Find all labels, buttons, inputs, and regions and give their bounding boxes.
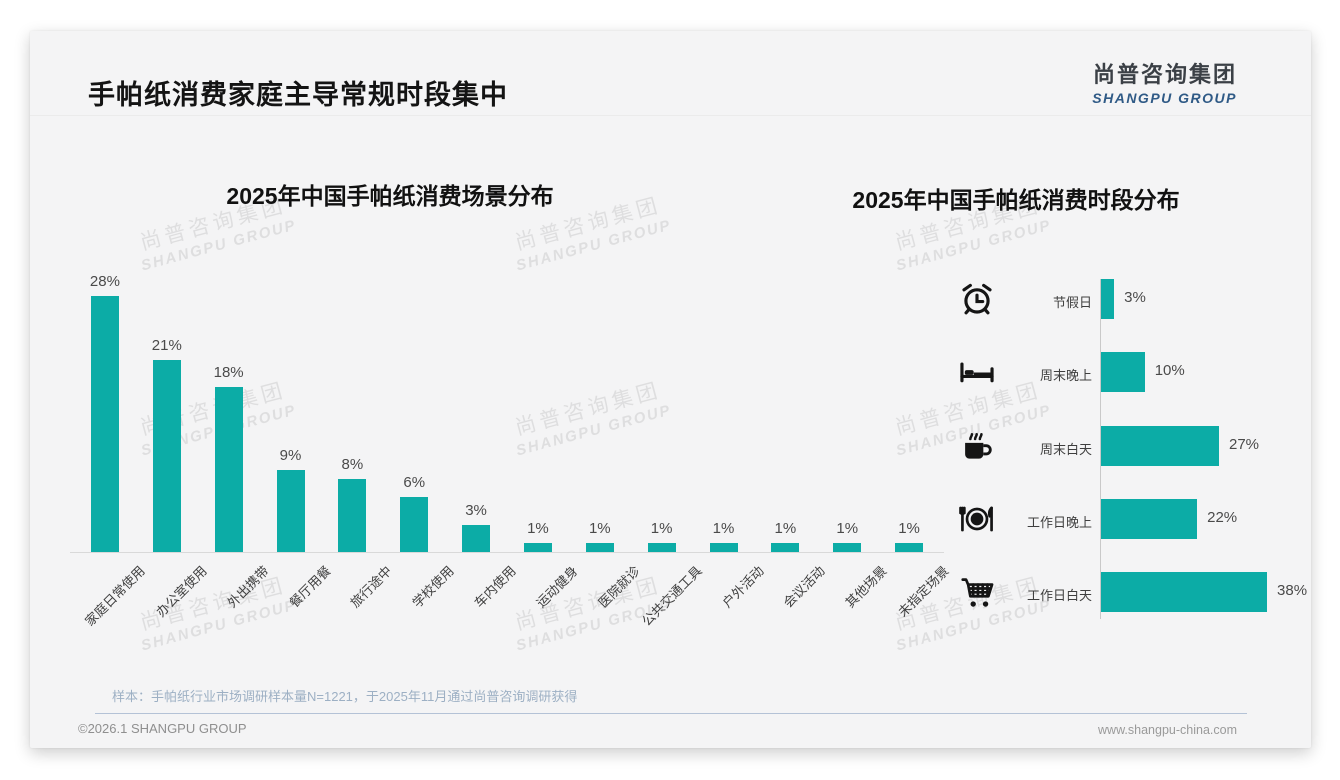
category-label: 外出携带	[223, 563, 272, 611]
period-row: 工作日白天 38%	[950, 556, 1307, 629]
category-label: 学校使用	[409, 563, 457, 611]
bar-value-label: 3%	[1124, 289, 1146, 306]
shopping-cart-icon	[958, 573, 996, 611]
bar	[523, 542, 552, 552]
bar-value-label: 10%	[1154, 362, 1185, 380]
bar	[462, 524, 491, 552]
category-label: 其他场景	[842, 563, 890, 611]
bar	[90, 296, 119, 552]
page-title: 手帕纸消费家庭主导常规时段集中	[88, 80, 508, 110]
bar-value-label: 22%	[1207, 508, 1238, 526]
coffee-icon	[958, 427, 996, 465]
bar	[400, 497, 429, 552]
copyright-text: ©2026.1 SHANGPU GROUP	[78, 721, 247, 736]
bar-value-label: 1%	[650, 519, 673, 537]
logo-chinese-text: 尚普咨询集团	[1092, 62, 1237, 87]
bar	[1101, 352, 1145, 393]
company-logo: 尚普咨询集团 SHANGPU GROUP	[1092, 57, 1237, 106]
alarm-clock-icon	[958, 280, 996, 318]
footer-divider	[95, 713, 1247, 714]
period-chart-title: 2025年中国手帕纸消费时段分布	[852, 187, 1180, 213]
category-label: 车内使用	[471, 563, 519, 611]
slide: 尚普咨询集团 SHANGPU GROUP 尚普咨询集团 SHANGPU GROUP 尚普…	[30, 31, 1311, 748]
category-label: 公共交通工具	[638, 563, 705, 629]
bar-value-label: 1%	[774, 519, 797, 537]
category-label: 会议活动	[780, 563, 829, 611]
bar-value-label: 9%	[279, 446, 302, 464]
scene-chart-axis	[70, 552, 944, 553]
bar	[1101, 425, 1219, 466]
period-row: 节假日 3%	[950, 263, 1300, 336]
bar-value-label: 6%	[403, 474, 426, 492]
bar-value-label: 27%	[1228, 435, 1260, 453]
bar	[771, 542, 800, 552]
period-row: 周末白天 27%	[950, 410, 1300, 483]
category-label: 办公室使用	[152, 563, 210, 620]
bar	[152, 360, 181, 552]
period-label: 节假日	[1052, 295, 1092, 310]
bar	[1101, 572, 1268, 613]
category-label: 未指定场景	[895, 563, 952, 620]
bar-value-label: 28%	[89, 273, 120, 291]
category-label: 餐厅用餐	[285, 563, 334, 611]
bar-value-label: 8%	[341, 455, 364, 473]
bar	[338, 478, 367, 552]
bar-value-label: 1%	[588, 519, 611, 537]
sample-note: 样本：手帕纸行业市场调研样本量N=1221，于2025年11月通过尚普咨询调研获…	[112, 689, 578, 704]
bar-value-label: 1%	[836, 519, 859, 537]
bar	[585, 542, 614, 552]
website-text: www.shangpu-china.com	[1098, 723, 1237, 737]
logo-english-text: SHANGPU GROUP	[1092, 90, 1237, 106]
bar	[276, 469, 305, 552]
period-chart: 节假日 3% 周末晚上 10% 周末白天 27% 工作日晚上 22% 工作日白天 38%	[950, 263, 1307, 630]
title-divider	[30, 115, 1311, 116]
category-label: 医院就诊	[595, 563, 643, 611]
bar-value-label: 1%	[898, 519, 920, 537]
bar-value-label: 38%	[1277, 582, 1308, 600]
category-label: 旅行途中	[347, 563, 396, 611]
bar	[647, 542, 676, 552]
bar-value-label: 21%	[151, 337, 182, 355]
bar	[833, 542, 862, 552]
period-label: 工作日晚上	[1026, 514, 1092, 530]
bar-value-label: 3%	[465, 501, 487, 519]
period-label: 工作日白天	[1026, 588, 1092, 604]
scene-chart-plot: 28% 家庭日常使用 21% 办公室使用 18% 外出携带 9% 餐厅用餐 8% 旅行途中 6% 学校…	[70, 271, 952, 629]
bar-value-label: 1%	[712, 519, 735, 537]
scene-chart-title: 2025年中国手帕纸消费场景分布	[226, 183, 554, 209]
bar	[1101, 498, 1198, 539]
bar	[709, 542, 738, 552]
period-row: 工作日晚上 22%	[950, 483, 1300, 556]
bar-value-label: 18%	[213, 364, 244, 382]
period-row: 周末晚上 10%	[950, 336, 1300, 409]
category-label: 运动健身	[533, 563, 581, 611]
category-label: 户外活动	[718, 563, 767, 611]
period-label: 周末白天	[1039, 441, 1092, 457]
period-chart-axis	[1100, 279, 1101, 619]
bar	[895, 542, 924, 552]
bar-value-label: 1%	[527, 519, 549, 537]
category-label: 家庭日常使用	[81, 563, 148, 629]
bar	[214, 387, 243, 552]
dining-icon	[958, 500, 996, 538]
bar	[1101, 279, 1115, 319]
bed-icon	[958, 353, 996, 391]
period-label: 周末晚上	[1039, 368, 1092, 384]
